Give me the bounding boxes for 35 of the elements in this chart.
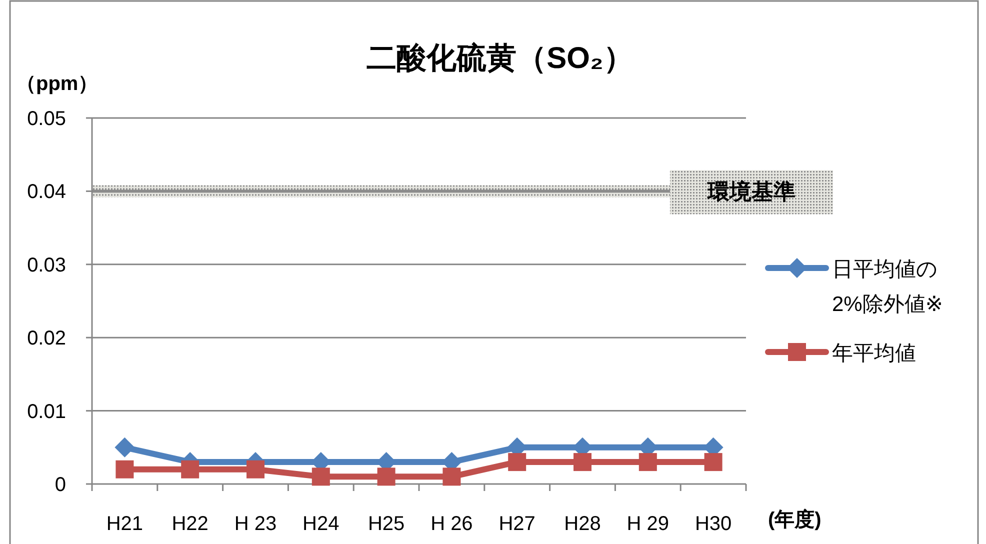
x-tick-label: H 23 bbox=[234, 513, 277, 535]
x-tick-label: H24 bbox=[302, 513, 340, 535]
x-tick-label: H 29 bbox=[626, 513, 670, 535]
y-tick-label: 0 bbox=[54, 474, 66, 496]
x-tick-label: H25 bbox=[368, 513, 405, 535]
point bbox=[574, 453, 592, 472]
point bbox=[508, 453, 526, 472]
point bbox=[181, 460, 200, 478]
x-tick-label: H 26 bbox=[430, 513, 473, 535]
chart-title: 二酸化硫黄（SO₂） bbox=[366, 41, 634, 75]
legend-item: 年平均値 bbox=[765, 342, 916, 365]
y-tick-label: 0.02 bbox=[27, 328, 66, 350]
point bbox=[246, 460, 264, 478]
point bbox=[116, 460, 134, 478]
x-tick-label: H28 bbox=[564, 513, 601, 535]
y-tick-label: 0.01 bbox=[27, 400, 66, 423]
legend-label: 年平均値 bbox=[832, 342, 916, 365]
point bbox=[704, 453, 722, 472]
y-axis-title: （ppm） bbox=[16, 73, 98, 95]
x-tick-label: H30 bbox=[694, 513, 732, 535]
point bbox=[114, 437, 135, 458]
legend-item: 日平均値の 2%除外値※ bbox=[765, 258, 943, 316]
x-tick-label: H22 bbox=[172, 513, 208, 535]
point bbox=[377, 468, 396, 486]
y-tick-label: 0.05 bbox=[27, 108, 66, 130]
point bbox=[638, 453, 657, 472]
legend-label: 日平均値の 2%除外値※ bbox=[832, 258, 943, 316]
point bbox=[442, 468, 461, 486]
x-axis-title: (年度) bbox=[768, 508, 822, 531]
ref-line-label: 環境基準 bbox=[706, 179, 796, 204]
y-tick-label: 0.04 bbox=[27, 181, 66, 204]
point bbox=[312, 468, 330, 486]
x-tick-label: H27 bbox=[498, 513, 536, 535]
x-tick-label: H21 bbox=[106, 513, 144, 535]
y-tick-label: 0.03 bbox=[27, 254, 66, 276]
